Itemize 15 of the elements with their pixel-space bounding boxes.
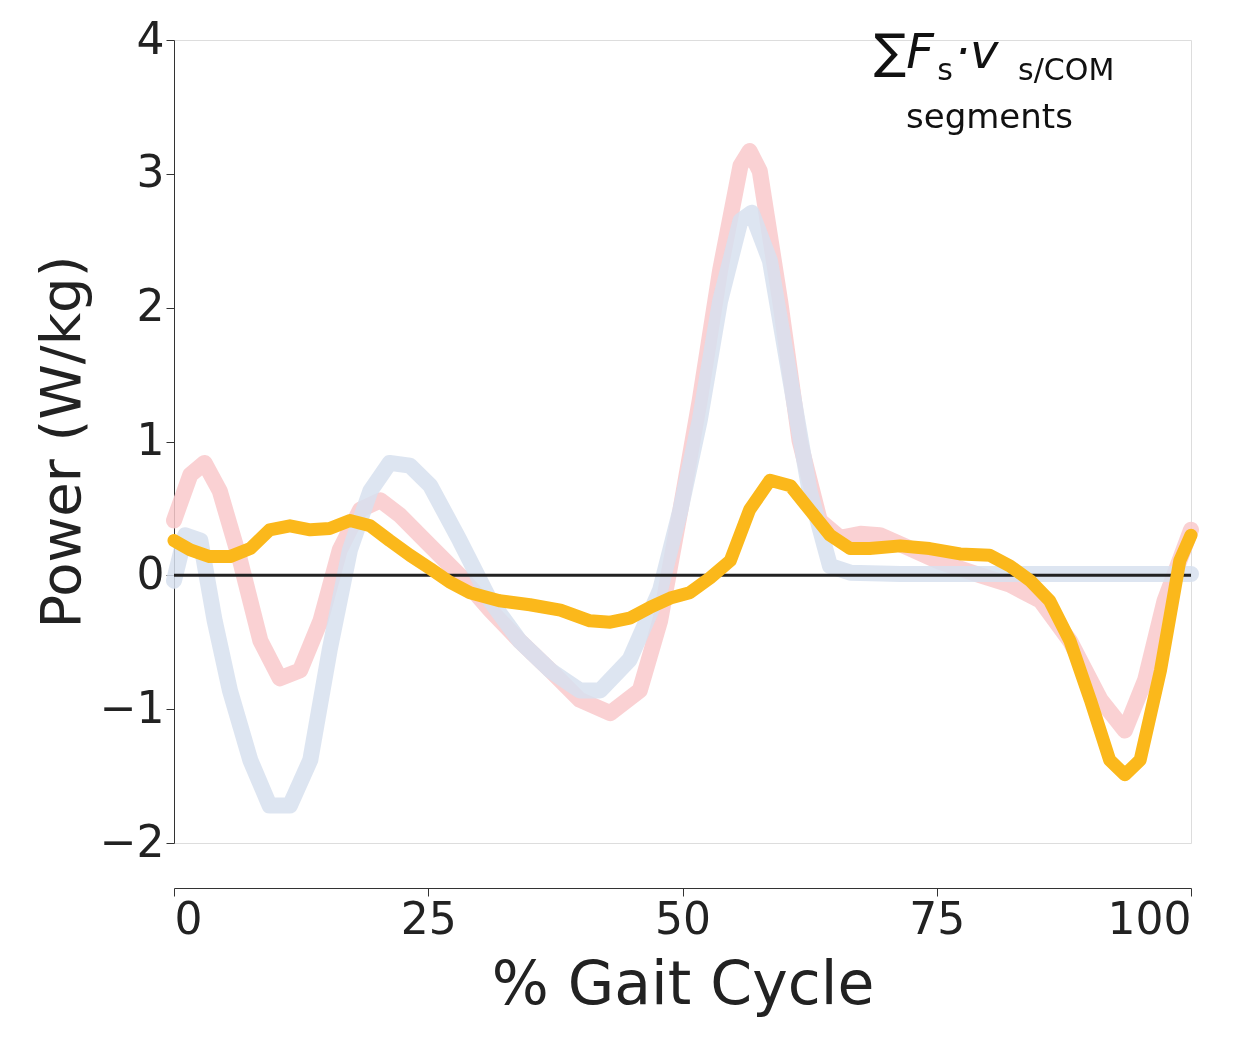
x-tick-label: 100 <box>1107 892 1192 944</box>
x-tick-label: 75 <box>909 892 966 944</box>
y-tick-label: 4 <box>136 12 165 64</box>
y-tick-label: 2 <box>136 280 165 332</box>
y-tick-label: 3 <box>136 146 165 198</box>
y-tick-label: 1 <box>136 414 165 465</box>
x-tick-label: 25 <box>400 892 457 944</box>
x-axis-title: % Gait Cycle <box>491 947 875 1018</box>
y-tick-label: 0 <box>136 547 165 599</box>
y-axis-title: Power (W/kg) <box>27 255 93 629</box>
x-tick-label: 50 <box>655 892 711 944</box>
y-tick-label: −1 <box>99 681 165 733</box>
annotation: segments <box>906 96 1073 136</box>
y-tick-label: −2 <box>99 815 165 867</box>
x-tick-label: 0 <box>174 892 203 944</box>
